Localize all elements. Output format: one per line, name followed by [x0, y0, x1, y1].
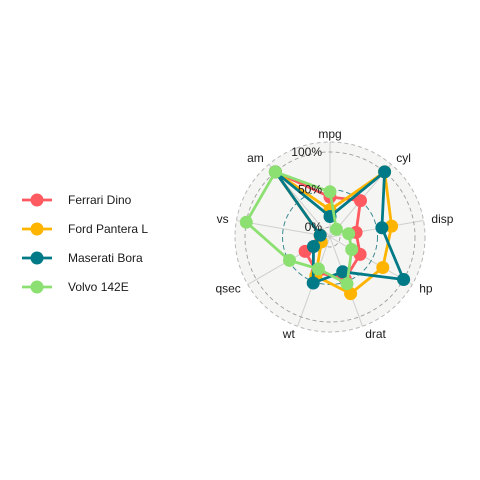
- legend-key-point: [30, 251, 44, 265]
- legend-key-point: [30, 193, 44, 207]
- legend-item-3: Volvo 142E: [22, 280, 129, 294]
- legend-label: Maserati Bora: [68, 251, 143, 265]
- series-3: [239, 165, 359, 291]
- series-line-3: [244, 170, 354, 286]
- series-3-point-mpg: [323, 185, 337, 199]
- grid-circle-2: [244, 151, 416, 323]
- axis-label-disp: disp: [431, 212, 453, 226]
- series-3-point-disp: [342, 227, 356, 241]
- series-0-point-cyl: [354, 194, 367, 208]
- legend-key-point: [30, 222, 44, 236]
- series-3-point-wt: [311, 262, 325, 276]
- series-3-point-drat: [340, 277, 354, 291]
- grid-label-1: 50%: [298, 183, 322, 197]
- series-2-point-hp: [397, 273, 411, 286]
- grid-labels: 0% 50% 100%: [291, 145, 322, 234]
- radar-series: [239, 165, 411, 301]
- series-2-point-disp: [375, 221, 389, 235]
- legend-key-point: [30, 280, 44, 294]
- series-2-point-wt: [306, 276, 320, 290]
- legend-label: Ferrari Dino: [68, 193, 132, 207]
- series-1-point-drat: [344, 287, 358, 301]
- series-2-point-qsec: [307, 240, 320, 253]
- grid-label-0: 0%: [305, 220, 323, 234]
- series-3-point-am: [268, 165, 282, 179]
- axis-labels: mpg cyl disp hp drat wt qsec vs am: [215, 127, 453, 341]
- series-1-point-hp: [376, 261, 390, 274]
- series-2-point-cyl: [378, 165, 392, 179]
- legend-label: Volvo 142E: [68, 280, 129, 294]
- series-3-point-cyl: [329, 222, 343, 236]
- axis-label-drat: drat: [365, 327, 386, 341]
- series-3-point-hp: [345, 243, 359, 256]
- series-2-point-vs: [313, 228, 327, 242]
- legend: Ferrari Dino Ford Pantera L Maserati Bora V…: [22, 193, 148, 294]
- axis-label-vs: vs: [217, 212, 229, 226]
- grid-label-2: 100%: [291, 145, 322, 159]
- axis-label-mpg: mpg: [318, 127, 341, 141]
- axis-label-cyl: cyl: [396, 151, 411, 165]
- series-2: [268, 165, 411, 290]
- axis-label-wt: wt: [282, 327, 296, 341]
- legend-item-2: Maserati Bora: [22, 251, 143, 265]
- axis-label-qsec: qsec: [215, 282, 240, 296]
- legend-item-1: Ford Pantera L: [22, 222, 148, 236]
- series-3-point-qsec: [283, 253, 296, 267]
- series-2-point-drat: [336, 265, 350, 279]
- series-1-point-disp: [385, 219, 399, 233]
- legend-item-0: Ferrari Dino: [22, 193, 132, 207]
- series-line-2: [273, 170, 406, 285]
- axis-label-hp: hp: [419, 282, 433, 296]
- legend-label: Ford Pantera L: [68, 222, 148, 236]
- series-3-point-vs: [239, 215, 253, 229]
- axis-label-am: am: [247, 151, 264, 165]
